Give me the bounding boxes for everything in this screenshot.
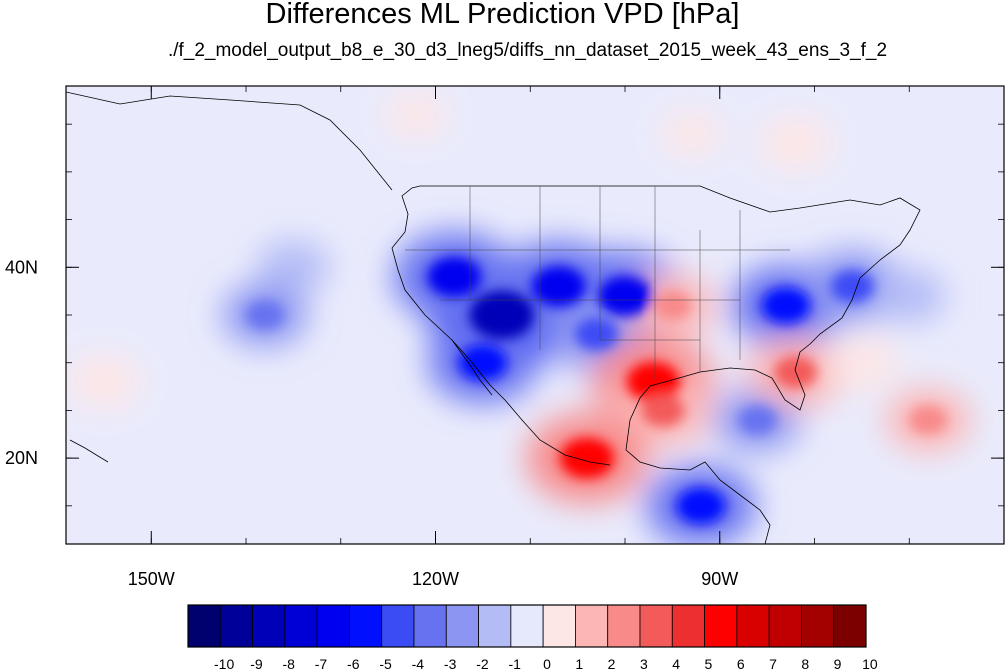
minor-ticks xyxy=(66,86,1004,544)
anomaly-core xyxy=(653,291,692,320)
colorbar-label: 4 xyxy=(672,656,680,672)
colorbar-label: 6 xyxy=(737,656,745,672)
anomaly-core xyxy=(761,287,811,324)
x-tick-label: 150W xyxy=(128,569,175,589)
anomaly-core xyxy=(830,270,875,303)
anomaly-blob xyxy=(386,92,447,138)
chart-subtitle: ./f_2_model_output_b8_e_30_d3_lneg5/diff… xyxy=(167,40,888,61)
map-plot-area xyxy=(66,86,1004,544)
colorbar-swatch xyxy=(671,604,705,648)
colorbar-label: 3 xyxy=(640,656,648,672)
anomaly-blob xyxy=(256,240,330,295)
colorbar-swatch xyxy=(252,604,286,648)
colorbar-swatch xyxy=(187,604,221,648)
colorbar-frame xyxy=(187,604,867,648)
state-borders xyxy=(405,186,790,380)
anomaly-core xyxy=(560,437,615,479)
anomaly-core xyxy=(738,405,777,435)
colorbar-swatch xyxy=(510,604,544,648)
colorbar: -10 -9 -8 -7 -6 -5 -4 -3 -2 -1 0 1 2 3 4 5 6 7 8 9 10 xyxy=(187,604,878,672)
anomaly-blob xyxy=(872,268,946,323)
colorbar-swatch xyxy=(284,604,318,648)
x-axis: 150W 120W 90W xyxy=(128,86,738,589)
colorbar-label: -6 xyxy=(347,656,360,672)
anomaly-blob xyxy=(825,335,899,390)
colorbar-swatch xyxy=(219,604,253,648)
colorbar-label: 5 xyxy=(705,656,713,672)
colorbar-label: -10 xyxy=(214,656,234,672)
y-tick-label: 40N xyxy=(5,257,38,277)
anomaly-core xyxy=(427,256,482,298)
anomaly-core xyxy=(626,361,681,403)
anomaly-core xyxy=(574,317,619,351)
colorbar-label: 8 xyxy=(801,656,809,672)
colorbar-label: -2 xyxy=(476,656,489,672)
colorbar-swatch xyxy=(768,604,802,648)
colorbar-label: 7 xyxy=(769,656,777,672)
colorbar-swatch xyxy=(575,604,609,648)
colorbar-label: -3 xyxy=(444,656,457,672)
colorbar-label: 10 xyxy=(862,656,878,672)
anomaly-core xyxy=(469,290,535,340)
anomaly-core xyxy=(641,394,685,427)
colorbar-swatch xyxy=(607,604,641,648)
anomaly-core xyxy=(909,405,948,435)
coastline-outline xyxy=(66,91,921,544)
colorbar-swatch xyxy=(542,604,576,648)
colorbar-swatch xyxy=(704,604,738,648)
colorbar-swatch xyxy=(639,604,673,648)
colorbar-swatch xyxy=(833,604,867,648)
colorbar-label: -7 xyxy=(315,656,328,672)
colorbar-swatch xyxy=(316,604,350,648)
x-tick-label: 90W xyxy=(701,569,738,589)
y-axis: 40N 20N xyxy=(5,257,1004,468)
colorbar-label: -9 xyxy=(250,656,263,672)
anomaly-core xyxy=(246,300,284,330)
anomaly-core xyxy=(531,266,586,307)
colorbar-label: 1 xyxy=(575,656,583,672)
colorbar-label: -4 xyxy=(412,656,425,672)
anomaly-blob xyxy=(759,116,833,171)
colorbar-label: -8 xyxy=(282,656,295,672)
anomaly-core xyxy=(676,487,726,525)
colorbar-swatch xyxy=(736,604,770,648)
y-tick-label: 20N xyxy=(5,448,38,468)
anomaly-blob xyxy=(67,354,141,409)
colorbar-label: -1 xyxy=(508,656,521,672)
colorbar-swatch xyxy=(445,604,479,648)
colorbar-label: -5 xyxy=(379,656,392,672)
colorbar-label: 9 xyxy=(834,656,842,672)
colorbar-label: 0 xyxy=(543,656,551,672)
colorbar-swatch xyxy=(413,604,447,648)
colorbar-swatch xyxy=(478,604,512,648)
colorbar-swatch xyxy=(801,604,835,648)
chart-title: Differences ML Prediction VPD [hPa] xyxy=(265,0,740,30)
colorbar-swatch xyxy=(381,604,415,648)
x-tick-label: 120W xyxy=(412,569,459,589)
anomaly-blob xyxy=(660,111,722,157)
colorbar-label: 2 xyxy=(608,656,616,672)
anomaly-core xyxy=(598,275,653,317)
anomaly-core xyxy=(458,344,508,381)
colorbar-swatch xyxy=(349,604,383,648)
